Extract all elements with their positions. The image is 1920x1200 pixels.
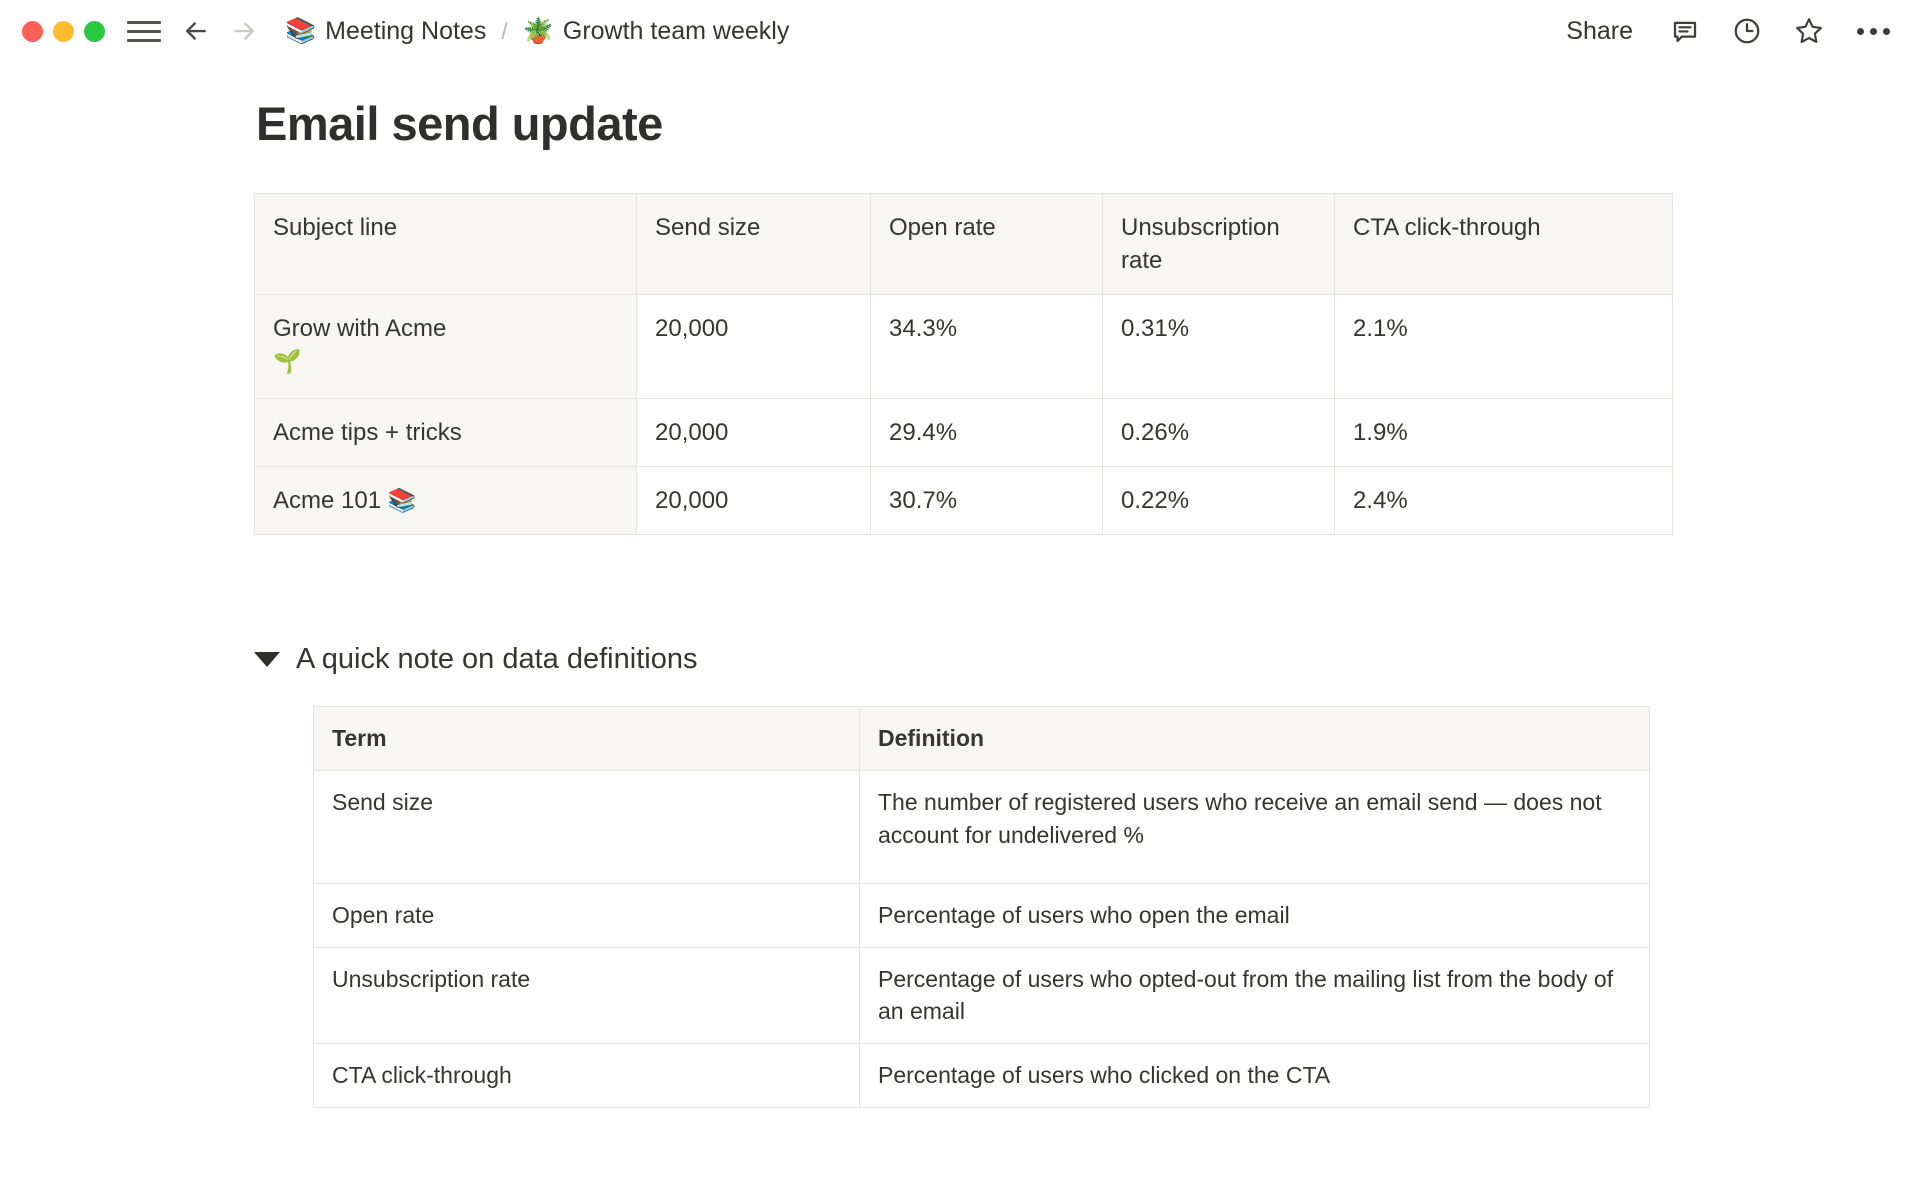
cell-cta-click-through[interactable]: 2.4% bbox=[1334, 466, 1673, 536]
cell-unsubscription-rate[interactable]: 0.22% bbox=[1102, 466, 1335, 536]
close-window-button[interactable] bbox=[22, 20, 43, 42]
cell-unsubscription-rate[interactable]: 0.31% bbox=[1102, 294, 1335, 400]
definitions-table-body: Send size The number of registered users… bbox=[313, 770, 1650, 1108]
clock-history-icon[interactable] bbox=[1729, 13, 1765, 49]
seedling-icon: 🌱 bbox=[273, 348, 302, 375]
column-header-cta-click-through[interactable]: CTA click-through bbox=[1334, 192, 1673, 296]
cell-send-size[interactable]: 20,000 bbox=[636, 466, 871, 536]
window-titlebar: 📚 Meeting Notes / 🪴 Growth team weekly S… bbox=[0, 0, 1920, 62]
cell-cta-click-through[interactable]: 1.9% bbox=[1334, 398, 1673, 468]
column-header-subject-line[interactable]: Subject line bbox=[254, 192, 637, 296]
more-options-icon[interactable] bbox=[1853, 24, 1894, 39]
arrow-right-icon[interactable] bbox=[227, 14, 261, 48]
column-header-term[interactable]: Term bbox=[313, 706, 860, 772]
cell-send-size[interactable]: 20,000 bbox=[636, 294, 871, 400]
column-header-send-size[interactable]: Send size bbox=[636, 192, 871, 296]
breadcrumb-separator: / bbox=[501, 17, 508, 44]
breadcrumb: 📚 Meeting Notes / 🪴 Growth team weekly bbox=[279, 14, 795, 49]
column-header-unsubscription-rate[interactable]: Unsubscription rate bbox=[1102, 192, 1335, 296]
table-row: Unsubscription rate Percentage of users … bbox=[313, 946, 1650, 1045]
table-row: Acme 101 📚 20,000 30.7% 0.22% 2.4% bbox=[254, 466, 1673, 536]
hamburger-menu-icon[interactable] bbox=[127, 18, 161, 44]
email-table-body: Grow with Acme 🌱 20,000 34.3% 0.31% 2.1%… bbox=[254, 294, 1673, 536]
cell-send-size[interactable]: 20,000 bbox=[636, 398, 871, 468]
cell-definition[interactable]: The number of registered users who recei… bbox=[859, 770, 1650, 885]
toggle-data-definitions[interactable]: A quick note on data definitions bbox=[254, 643, 697, 676]
subject-text: Grow with Acme bbox=[273, 315, 447, 343]
subject-text: Acme 101 bbox=[273, 487, 382, 515]
table-row: CTA click-through Percentage of users wh… bbox=[313, 1043, 1650, 1108]
cell-term[interactable]: CTA click-through bbox=[313, 1043, 860, 1108]
potted-plant-icon: 🪴 bbox=[522, 16, 554, 45]
document-body: Email send update Subject line Send size… bbox=[0, 96, 1920, 1108]
maximize-window-button[interactable] bbox=[84, 20, 105, 42]
minimize-window-button[interactable] bbox=[53, 20, 74, 42]
definitions-table-header: Term Definition bbox=[313, 706, 1650, 772]
cell-open-rate[interactable]: 34.3% bbox=[870, 294, 1103, 400]
cell-subject-line[interactable]: Acme 101 📚 bbox=[254, 466, 637, 536]
dot bbox=[1857, 27, 1864, 35]
breadcrumb-item-growth-team-weekly[interactable]: 🪴 Growth team weekly bbox=[517, 14, 796, 49]
table-row: Open rate Percentage of users who open t… bbox=[313, 883, 1650, 948]
table-row: Grow with Acme 🌱 20,000 34.3% 0.31% 2.1% bbox=[254, 294, 1673, 400]
cell-subject-line[interactable]: Grow with Acme 🌱 bbox=[254, 294, 637, 400]
traffic-light-buttons bbox=[22, 20, 105, 42]
dot bbox=[1883, 27, 1890, 35]
cell-cta-click-through[interactable]: 2.1% bbox=[1334, 294, 1673, 400]
column-header-definition[interactable]: Definition bbox=[859, 706, 1650, 772]
hamburger-line bbox=[127, 20, 161, 24]
arrow-left-icon[interactable] bbox=[179, 14, 213, 48]
breadcrumb-label: Meeting Notes bbox=[325, 16, 487, 45]
page-title[interactable]: Email send update bbox=[256, 97, 663, 150]
email-table-header: Subject line Send size Open rate Unsubsc… bbox=[254, 192, 1673, 296]
table-header-row: Subject line Send size Open rate Unsubsc… bbox=[254, 192, 1673, 296]
cell-unsubscription-rate[interactable]: 0.26% bbox=[1102, 398, 1335, 468]
cell-definition[interactable]: Percentage of users who open the email bbox=[859, 883, 1650, 948]
column-header-open-rate[interactable]: Open rate bbox=[870, 192, 1103, 296]
breadcrumb-item-meeting-notes[interactable]: 📚 Meeting Notes bbox=[279, 14, 492, 49]
hamburger-line bbox=[127, 29, 161, 33]
cell-definition[interactable]: Percentage of users who opted-out from t… bbox=[859, 946, 1650, 1045]
table-row: Send size The number of registered users… bbox=[313, 770, 1650, 885]
chevron-down-icon[interactable] bbox=[254, 652, 280, 668]
table-header-row: Term Definition bbox=[313, 706, 1650, 772]
titlebar-actions: Share bbox=[1558, 0, 1894, 62]
books-icon: 📚 bbox=[285, 16, 317, 45]
navigation-arrows bbox=[179, 14, 261, 48]
cell-subject-line[interactable]: Acme tips + tricks bbox=[254, 398, 637, 468]
star-outline-icon[interactable] bbox=[1791, 13, 1827, 49]
cell-term[interactable]: Unsubscription rate bbox=[313, 946, 860, 1045]
dot bbox=[1870, 27, 1877, 35]
breadcrumb-label: Growth team weekly bbox=[562, 16, 790, 45]
definitions-table: Term Definition Send size The number of … bbox=[313, 706, 1650, 1108]
cell-term[interactable]: Send size bbox=[313, 770, 860, 885]
email-send-table: Subject line Send size Open rate Unsubsc… bbox=[254, 192, 1673, 536]
books-icon: 📚 bbox=[387, 487, 417, 514]
cell-open-rate[interactable]: 29.4% bbox=[870, 398, 1103, 468]
cell-open-rate[interactable]: 30.7% bbox=[870, 466, 1103, 536]
hamburger-line bbox=[127, 38, 161, 42]
cell-term[interactable]: Open rate bbox=[313, 883, 860, 948]
cell-definition[interactable]: Percentage of users who clicked on the C… bbox=[859, 1043, 1650, 1108]
comment-bubble-icon[interactable] bbox=[1667, 13, 1703, 49]
share-button[interactable]: Share bbox=[1558, 13, 1641, 50]
table-row: Acme tips + tricks 20,000 29.4% 0.26% 1.… bbox=[254, 398, 1673, 468]
toggle-label: A quick note on data definitions bbox=[296, 643, 698, 676]
